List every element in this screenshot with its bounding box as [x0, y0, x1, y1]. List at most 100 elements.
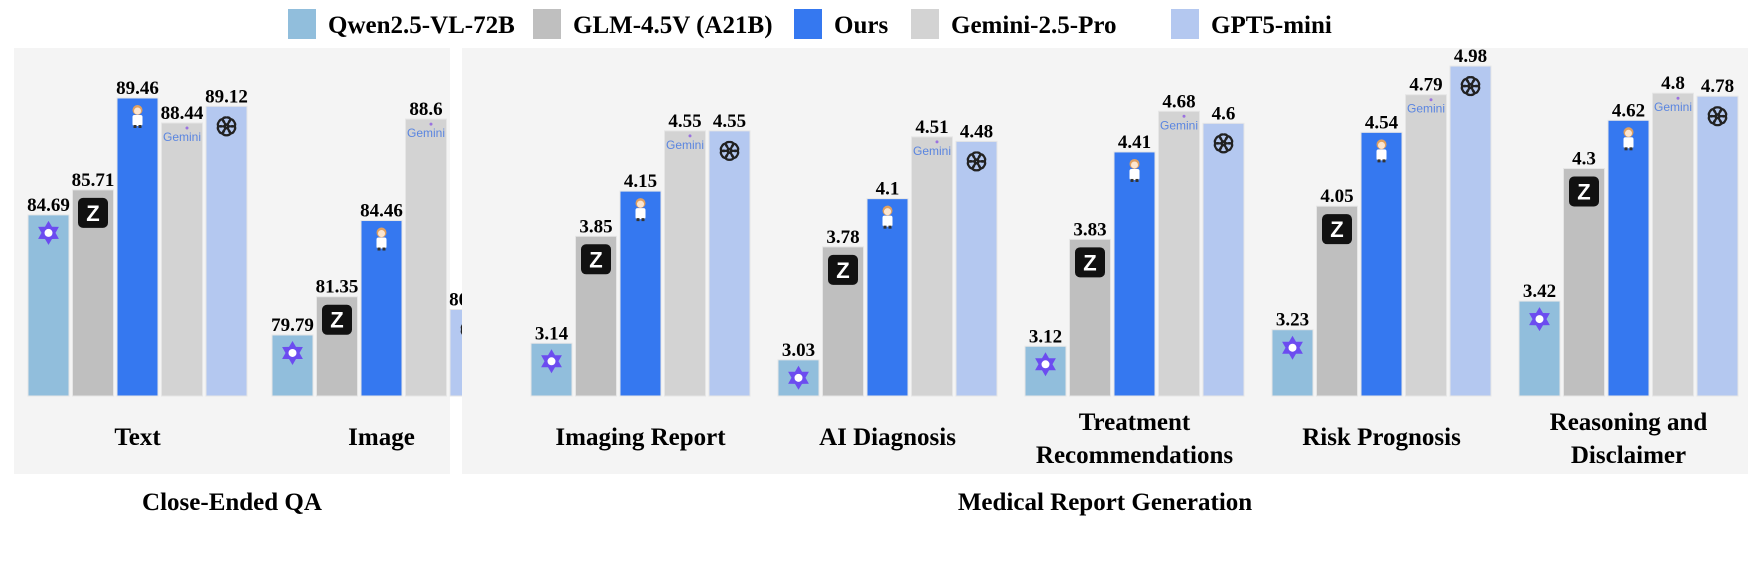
qwen-logo-icon [1529, 307, 1550, 332]
doctor-mascot-icon [132, 104, 143, 128]
value-label: 4.98 [1454, 46, 1487, 67]
doctor-mascot-icon [882, 205, 893, 229]
gemini-logo-icon: Gemini [1407, 98, 1445, 116]
svg-text:Gemini: Gemini [1654, 100, 1692, 114]
value-label: 81.35 [316, 277, 359, 298]
zhipu-z-logo-icon: Z [1569, 176, 1599, 207]
legend-item: Gemini-2.5-Pro [911, 9, 1116, 39]
gemini-logo-icon: Gemini [163, 126, 201, 144]
value-label: 4.51 [915, 117, 948, 138]
doctor-mascot-icon [1129, 158, 1140, 182]
svg-text:Gemini: Gemini [1407, 102, 1445, 116]
doctor-mascot-icon [376, 227, 387, 251]
legend-swatch [911, 9, 939, 39]
zhipu-z-logo-icon: Z [581, 244, 611, 275]
category-label: Risk Prognosis [1302, 424, 1461, 451]
qwen-logo-icon [788, 365, 809, 390]
value-label: 85.71 [72, 170, 115, 191]
value-label: 4.48 [960, 121, 993, 142]
legend-label: Ours [834, 12, 888, 39]
svg-text:Z: Z [1083, 250, 1096, 275]
bar [955, 140, 998, 397]
category-label: Imaging Report [555, 424, 726, 451]
legend-swatch [1171, 9, 1199, 39]
bar [619, 190, 662, 397]
bar [530, 342, 573, 397]
openai-logo-icon [1460, 76, 1481, 97]
value-label: 84.69 [27, 195, 70, 216]
legend: Qwen2.5-VL-72B GLM-4.5V (A21B) Ours Gemini-… [288, 9, 1332, 39]
value-label: 88.44 [161, 103, 204, 124]
category-label: AI Diagnosis [819, 424, 956, 451]
category-group: 3.03 3.78 Z 4.1 4.51 Gemini 4.48 AI Diagnosis [777, 117, 998, 451]
legend-label: Qwen2.5-VL-72B [328, 12, 515, 39]
bar [1113, 151, 1156, 397]
svg-text:Gemini: Gemini [1160, 118, 1198, 132]
svg-text:Gemini: Gemini [407, 126, 445, 140]
bar [866, 198, 909, 397]
svg-text:Gemini: Gemini [666, 138, 704, 152]
legend-swatch [533, 9, 561, 39]
category-label: Text [114, 424, 161, 451]
bar [1158, 110, 1200, 397]
value-label: 3.03 [782, 340, 815, 361]
category-label: Recommendations [1036, 442, 1233, 469]
category-label: Disclaimer [1571, 442, 1686, 469]
value-label: 89.12 [205, 86, 248, 107]
bar [1607, 119, 1650, 397]
svg-text:Z: Z [330, 308, 343, 333]
category-group: 3.12 3.83 Z 4.41 4.68 Gemini 4.6 Treatment Recom… [1024, 91, 1245, 469]
bar [1652, 92, 1694, 397]
doctor-mascot-icon [1623, 127, 1634, 151]
value-label: 4.41 [1118, 132, 1151, 153]
value-label: 79.79 [271, 315, 314, 336]
qwen-logo-icon [541, 349, 562, 374]
value-label: 3.14 [535, 323, 569, 344]
legend-item: GPT5-mini [1171, 9, 1332, 39]
category-group: 3.14 3.85 Z 4.15 4.55 Gemini 4.55 Imaging Repor… [530, 111, 751, 451]
category-group: 3.42 4.3 Z 4.62 4.8 Gemini 4.78 Reasoning and Di… [1518, 73, 1739, 469]
value-label: 4.6 [1212, 103, 1236, 124]
gemini-logo-icon: Gemini [913, 140, 951, 158]
bar [1202, 122, 1245, 397]
category-label: Treatment [1079, 409, 1191, 436]
panel-title: Close-Ended QA [142, 489, 322, 516]
category-label: Image [348, 424, 415, 451]
svg-text:Z: Z [86, 201, 99, 226]
value-label: 84.46 [360, 201, 403, 222]
gemini-logo-icon: Gemini [407, 122, 445, 140]
svg-text:Z: Z [589, 247, 602, 272]
gemini-logo-icon: Gemini [666, 134, 704, 152]
bar [205, 105, 248, 397]
panel-title: Medical Report Generation [958, 489, 1252, 516]
panel-1: 3.14 3.85 Z 4.15 4.55 Gemini 4.55 Imaging Repor… [462, 46, 1748, 516]
legend-item: Qwen2.5-VL-72B [288, 9, 515, 39]
zhipu-z-logo-icon: Z [1075, 247, 1105, 278]
value-label: 3.42 [1523, 281, 1556, 302]
value-label: 4.05 [1320, 186, 1353, 207]
bar [1449, 65, 1492, 397]
openai-logo-icon [966, 151, 987, 172]
openai-logo-icon [719, 140, 740, 161]
doctor-mascot-icon [1376, 139, 1387, 163]
value-label: 4.78 [1701, 76, 1734, 97]
gemini-logo-icon: Gemini [1654, 96, 1692, 114]
value-label: 4.55 [713, 111, 746, 132]
svg-text:Z: Z [1330, 217, 1343, 242]
bar [1360, 131, 1403, 397]
doctor-mascot-icon [635, 198, 646, 222]
value-label: 4.8 [1661, 73, 1685, 94]
value-label: 3.85 [579, 216, 612, 237]
value-label: 4.55 [668, 111, 701, 132]
zhipu-z-logo-icon: Z [1322, 214, 1352, 245]
value-label: 3.78 [826, 227, 859, 248]
qwen-logo-icon [1035, 352, 1056, 377]
bar [360, 220, 403, 397]
legend-swatch [288, 9, 316, 39]
value-label: 4.3 [1572, 149, 1596, 170]
value-label: 4.54 [1365, 112, 1399, 133]
zhipu-z-logo-icon: Z [78, 197, 108, 228]
